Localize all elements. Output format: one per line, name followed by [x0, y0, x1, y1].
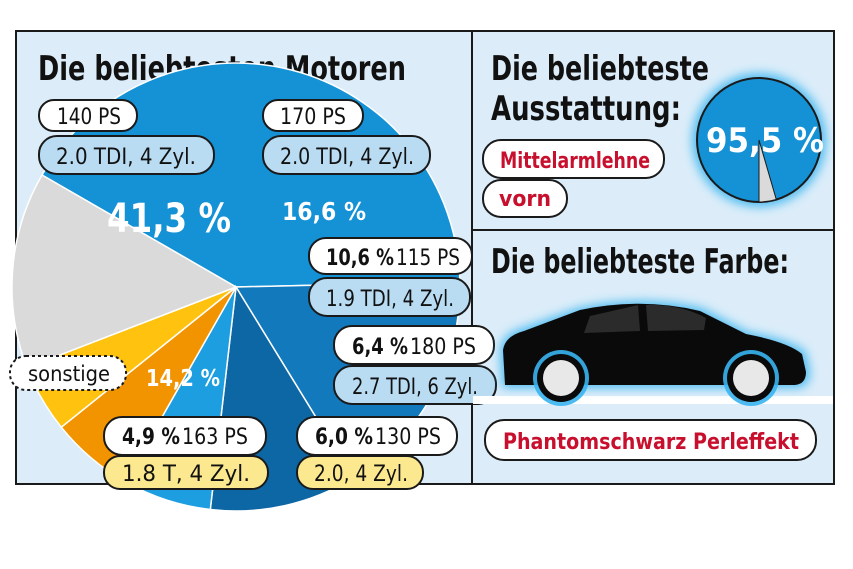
legend-180ps-engine: 2.7 TDI, 6 Zyl. — [352, 375, 478, 400]
equipment-gauge — [692, 73, 826, 207]
legend-163ps-engine: 1.8 T, 4 Zyl. — [122, 462, 250, 487]
equipment-item: Mittelarmlehne vorn — [482, 139, 665, 218]
legend-sonstige: sonstige — [9, 355, 127, 391]
equipment-title-line1: Die beliebteste — [491, 49, 709, 89]
equipment-title-line2: Ausstattung: — [491, 89, 681, 129]
equipment-item-line1: Mittelarmlehne — [500, 149, 650, 174]
color-title: Die beliebteste Farbe: — [491, 242, 789, 282]
legend-170ps-engine: 2.0 TDI, 4 Zyl. — [280, 145, 414, 170]
legend-115ps-pct: 10,6 % — [326, 246, 394, 271]
pie-label-41-3: 41,3 % — [107, 196, 231, 242]
legend-180ps: 6,4 % 180 PS 2.7 TDI, 6 Zyl. — [333, 325, 497, 405]
legend-163ps-ps: 163 PS — [182, 425, 248, 450]
legend-140ps-engine: 2.0 TDI, 4 Zyl. — [56, 145, 196, 170]
color-value-pill: Phantomschwarz Perleffekt — [484, 419, 817, 461]
legend-sonstige-label: sonstige — [28, 362, 110, 386]
legend-163ps: 4,9 % 163 PS 1.8 T, 4 Zyl. — [103, 416, 269, 490]
legend-115ps-ps: 115 PS — [396, 246, 460, 271]
gauge-remainder-wedge — [758, 139, 777, 203]
pie-label-16-6: 16,6 % — [282, 197, 366, 226]
legend-163ps-pct: 4,9 % — [122, 425, 180, 450]
color-value: Phantomschwarz Perleffekt — [503, 430, 799, 455]
legend-115ps: 10,6 % 115 PS 1.9 TDI, 4 Zyl. — [308, 237, 473, 317]
equipment-item-line2: vorn — [499, 187, 551, 212]
legend-130ps-ps: 130 PS — [375, 425, 441, 450]
car-silhouette-icon — [473, 301, 833, 406]
legend-180ps-pct: 6,4 % — [352, 335, 408, 360]
legend-140ps-ps: 140 PS — [57, 105, 121, 130]
legend-130ps: 6,0 % 130 PS 2.0, 4 Zyl. — [296, 416, 458, 490]
legend-130ps-engine: 2.0, 4 Zyl. — [314, 462, 408, 487]
pie-slice-6 — [11, 173, 238, 369]
legend-115ps-engine: 1.9 TDI, 4 Zyl. — [326, 287, 454, 312]
legend-170ps: 170 PS 2.0 TDI, 4 Zyl. — [262, 99, 431, 175]
legend-130ps-pct: 6,0 % — [315, 425, 373, 450]
legend-170ps-ps: 170 PS — [280, 105, 346, 130]
pie-label-14-2: 14,2 % — [146, 366, 220, 392]
legend-140ps: 140 PS 2.0 TDI, 4 Zyl. — [38, 99, 215, 175]
equipment-value: 95,5 % — [706, 121, 824, 161]
legend-180ps-ps: 180 PS — [410, 335, 476, 360]
